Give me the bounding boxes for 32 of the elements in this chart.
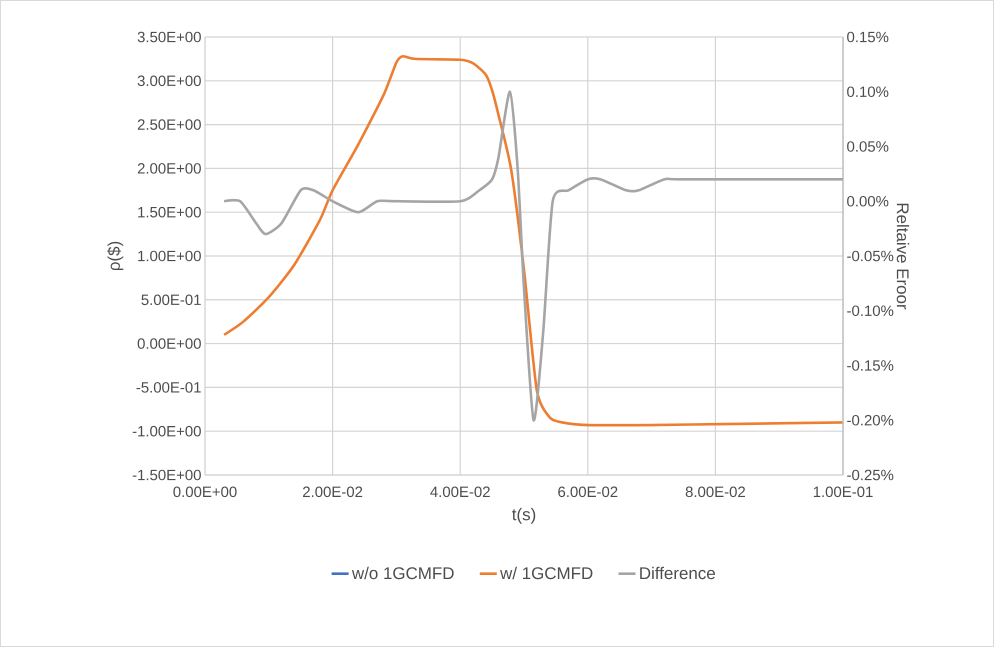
legend-label: w/o 1GCMFD xyxy=(352,566,454,580)
y2-tick-label: 0.00% xyxy=(847,196,888,207)
x-tick-label: 0.00E+00 xyxy=(173,486,237,498)
x-tick-label: 6.00E-02 xyxy=(558,486,618,498)
legend-label: w/ 1GCMFD xyxy=(500,566,592,580)
y2-tick-label: -0.05% xyxy=(847,250,894,262)
y2-tick-label: -0.20% xyxy=(847,414,894,426)
legend-label: Difference xyxy=(640,566,715,580)
y2-tick-label: 0.10% xyxy=(847,86,888,98)
y-tick-label: 1.00E+00 xyxy=(138,250,201,262)
y2-tick-label: 0.05% xyxy=(847,141,888,152)
x-tick-label: 2.00E-02 xyxy=(303,486,362,498)
x-tick-label: 4.00E-02 xyxy=(430,486,490,498)
y-tick-label: 0.00E+00 xyxy=(138,338,201,349)
y-tick-label: -1.00E+00 xyxy=(132,426,201,436)
x-axis-title: t(s) xyxy=(512,508,536,524)
y2-axis-title: Reltaive Eroor xyxy=(896,204,910,310)
y2-tick-label: -0.15% xyxy=(847,360,894,371)
y-tick-label: 3.00E+00 xyxy=(138,75,201,86)
y-tick-label: 2.50E+00 xyxy=(138,119,201,130)
y2-tick-label: -0.25% xyxy=(847,470,894,480)
y-tick-label: -1.50E+00 xyxy=(132,470,201,480)
y2-tick-label: 0.15% xyxy=(847,32,888,42)
x-tick-label: 8.00E-02 xyxy=(686,486,745,498)
x-tick-label: 1.00E-01 xyxy=(814,486,873,498)
y-tick-label: 2.00E+00 xyxy=(138,163,201,174)
y-tick-label: 3.50E+00 xyxy=(138,32,201,42)
y-axis-title: ρ($) xyxy=(107,242,124,270)
y-tick-label: 5.00E-01 xyxy=(141,294,201,306)
y2-tick-label: -0.10% xyxy=(847,305,894,316)
y-tick-label: -5.00E-01 xyxy=(136,382,201,393)
y-tick-label: 1.50E+00 xyxy=(138,206,201,218)
